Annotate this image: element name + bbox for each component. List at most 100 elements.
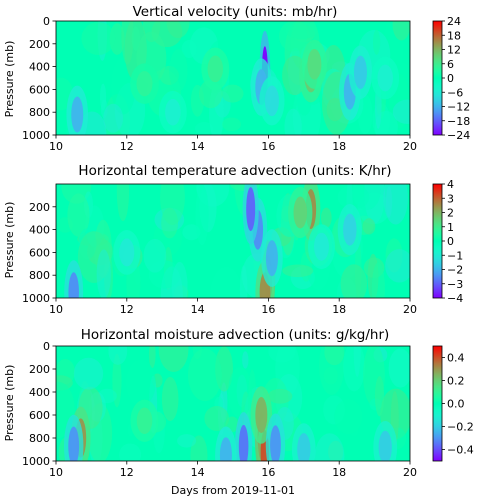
- heatmap-texture: [383, 184, 408, 225]
- y-tick-label: 200: [29, 38, 50, 51]
- heatmap-cell: [293, 196, 308, 229]
- colorbar-gradient: [432, 20, 443, 136]
- heatmap-cell: [68, 426, 80, 461]
- heatmap-texture: [187, 348, 222, 402]
- heatmap-cell: [314, 232, 329, 261]
- heatmap-cell: [71, 96, 84, 133]
- colorbar-tick-label: −18: [447, 115, 470, 128]
- y-tick-label: 800: [29, 106, 50, 119]
- colorbar-tick-label: −3: [447, 278, 463, 291]
- heatmap-texture: [131, 26, 141, 51]
- panel-temperature-advection: Horizontal temperature advection (units:…: [3, 163, 463, 316]
- heatmap-texture: [96, 249, 111, 298]
- heatmap-texture: [177, 434, 197, 448]
- heatmap-texture: [209, 266, 243, 298]
- heatmap-cell: [68, 272, 79, 298]
- panel-title: Horizontal moisture advection (units: g/…: [81, 327, 390, 343]
- heatmap-cell: [264, 85, 279, 117]
- x-tick-label: 16: [261, 140, 275, 153]
- heatmap-cell: [377, 64, 393, 92]
- heatmap-cell: [270, 425, 281, 461]
- x-tick-label: 14: [191, 466, 205, 479]
- panel-title: Vertical velocity (units: mb/hr): [133, 4, 338, 20]
- heatmap-texture: [324, 346, 345, 366]
- x-tick-label: 10: [49, 140, 63, 153]
- colorbar-tick-label: 0: [447, 235, 454, 248]
- y-tick-label: 200: [29, 201, 50, 214]
- heatmap-texture: [148, 346, 156, 369]
- heatmap-texture: [221, 84, 244, 103]
- x-tick-label: 16: [261, 303, 275, 316]
- heatmap-cell: [265, 240, 278, 277]
- colorbar-gradient: [432, 345, 443, 462]
- colorbar: 43 210−1 −2−3−4: [432, 178, 463, 305]
- colorbar-tick-label: 0.0: [447, 398, 465, 411]
- heatmap-texture: [282, 264, 314, 278]
- y-tick-label: 200: [29, 363, 50, 376]
- heatmap-texture: [161, 376, 179, 422]
- heatmap-texture: [81, 21, 116, 55]
- heatmap-texture: [169, 49, 188, 92]
- heatmap-texture: [67, 193, 90, 237]
- heatmap-texture: [278, 21, 308, 52]
- x-tick-label: 14: [191, 303, 205, 316]
- heatmap-texture: [284, 108, 302, 135]
- heatmap-texture: [161, 207, 179, 239]
- x-tick-label: 18: [332, 140, 346, 153]
- heatmap-texture: [195, 184, 209, 246]
- y-tick-label: 1000: [22, 292, 50, 305]
- heatmap-texture: [222, 117, 242, 132]
- x-tick-label: 16: [261, 466, 275, 479]
- heatmap-texture: [320, 207, 332, 228]
- heatmap-texture: [318, 346, 345, 395]
- x-tick-label: 20: [403, 303, 417, 316]
- heatmap-texture: [392, 99, 410, 124]
- x-tick-label: 18: [332, 303, 346, 316]
- colorbar-tick-label: 1: [447, 221, 454, 234]
- colorbar-tick-label: 12: [447, 44, 461, 57]
- heatmap-cell: [136, 71, 153, 97]
- colorbar-tick-label: 0: [447, 72, 454, 85]
- y-tick-label: 800: [29, 269, 50, 282]
- heatmap-cell: [343, 213, 357, 246]
- x-tick-label: 14: [191, 140, 205, 153]
- colorbar-tick-label: 4: [447, 178, 454, 191]
- heatmap-texture: [121, 21, 134, 65]
- y-axis-label: Pressure (mb): [3, 41, 16, 118]
- colorbar-tick-label: −4: [447, 292, 463, 305]
- colorbar-tick-label: 2: [447, 207, 454, 220]
- heatmap-texture: [108, 346, 128, 365]
- y-tick-label: 600: [29, 83, 50, 96]
- heatmap-texture: [239, 265, 248, 298]
- plot-frame: [55, 20, 411, 136]
- heatmap-texture: [268, 346, 296, 363]
- heatmap-cell: [246, 187, 256, 232]
- colorbar-tick-label: 6: [447, 58, 454, 71]
- heatmap-texture: [314, 433, 345, 461]
- y-tick-label: 400: [29, 386, 50, 399]
- x-tick-label: 10: [49, 303, 63, 316]
- x-axis-label: Days from 2019-11-01: [171, 484, 295, 497]
- heatmap-texture: [362, 218, 376, 235]
- heatmap-texture: [372, 29, 381, 55]
- x-tick-label: 12: [120, 303, 134, 316]
- y-axis-label: Pressure (mb): [3, 365, 16, 442]
- y-tick-label: 400: [29, 224, 50, 237]
- colorbar-tick-label: 3: [447, 192, 454, 205]
- heatmap-cell: [238, 424, 249, 461]
- heatmap-texture: [385, 249, 410, 283]
- colorbar-tick-label: −0.2: [447, 421, 474, 434]
- heatmap-cell: [378, 430, 392, 461]
- heatmap-texture: [392, 21, 410, 41]
- heatmap-cell: [219, 437, 232, 461]
- panel-moisture-advection: Horizontal moisture advection (units: g/…: [3, 327, 474, 497]
- colorbar-gradient: [432, 183, 443, 299]
- heatmap-texture: [267, 388, 293, 404]
- colorbar-tick-label: −12: [447, 101, 470, 114]
- heatmap-texture: [119, 443, 142, 461]
- heatmap-cell: [307, 48, 322, 80]
- colorbar-tick-label: 24: [447, 15, 461, 28]
- y-tick-label: 1000: [22, 129, 50, 142]
- heatmap-texture: [143, 238, 167, 273]
